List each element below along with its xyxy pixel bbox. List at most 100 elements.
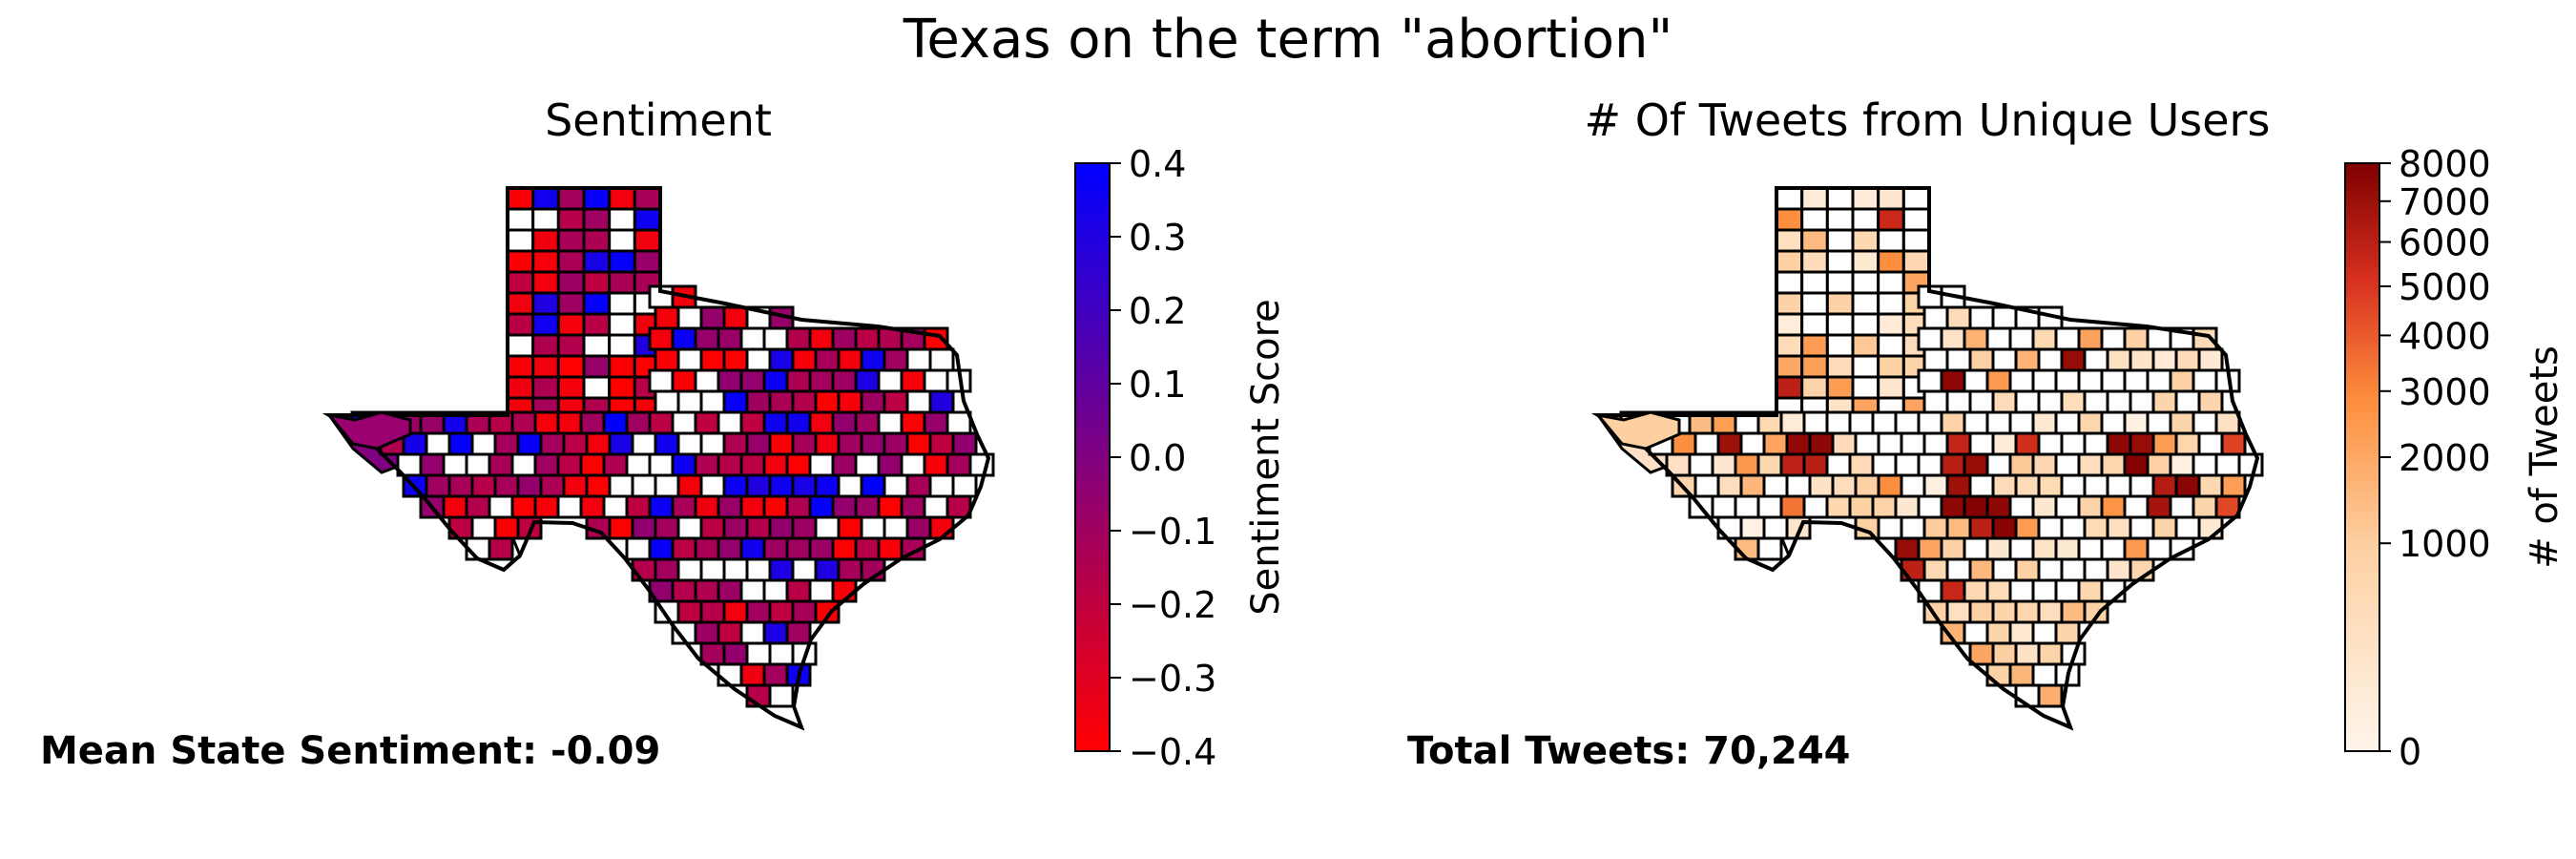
sentiment-county	[814, 431, 841, 456]
tweets-county	[2083, 347, 2109, 372]
sentiment-county	[883, 515, 909, 540]
tweets-county	[1985, 452, 2012, 477]
tweets-county	[1775, 354, 1804, 379]
tweets-county	[1802, 410, 1829, 435]
sentiment-county	[814, 599, 841, 624]
sentiment-county	[808, 536, 835, 561]
tweets-county	[1968, 305, 1995, 330]
tweets-county	[1877, 375, 1905, 400]
tweets-county	[1851, 228, 1880, 253]
tweets-panel-title: # Of Tweets from Unique Users	[1585, 94, 2271, 146]
tweets-county	[1851, 270, 1880, 295]
tweets-county	[1900, 431, 1926, 456]
sentiment-county	[562, 431, 589, 456]
sentiment-county	[419, 452, 446, 477]
sentiment-county	[717, 326, 743, 351]
sentiment-county	[762, 662, 789, 687]
sentiment-county	[531, 270, 560, 295]
sentiment-county	[506, 333, 535, 358]
tweets-county	[2146, 368, 2172, 393]
sentiment-county	[676, 515, 703, 540]
tweets-county	[1940, 326, 1966, 351]
sentiment-county	[877, 494, 904, 519]
tweets-county	[1945, 305, 1972, 330]
tweets-county	[1848, 494, 1875, 519]
sentiment-county	[694, 410, 720, 435]
tweets-county	[1922, 347, 1949, 372]
tweets-county	[2008, 326, 2035, 351]
tweets-county	[1775, 333, 1804, 358]
sentiment-county	[585, 431, 612, 456]
sentiment-county	[762, 620, 789, 645]
sentiment-county	[699, 473, 726, 498]
sentiment-county	[633, 249, 662, 274]
sentiment-county	[745, 515, 772, 540]
tweets-county	[1968, 641, 1995, 666]
tweets-county	[1800, 249, 1829, 274]
tweets-county	[1985, 410, 2012, 435]
tweets-county	[1693, 431, 1720, 456]
tweets-county	[2077, 494, 2104, 519]
sentiment-county	[808, 368, 835, 393]
sentiment-county	[717, 662, 743, 687]
sentiment-county	[671, 452, 697, 477]
sentiment-county	[762, 494, 789, 519]
tweets-county	[1968, 347, 1995, 372]
sentiment-county	[831, 326, 858, 351]
tweets-county	[1800, 312, 1829, 337]
tweets-county	[2031, 494, 2058, 519]
tweets-county	[2014, 641, 2041, 666]
sentiment-county	[883, 389, 909, 414]
mean-sentiment-label: Mean State Sentiment: -0.09	[40, 729, 660, 773]
sentiment-county	[447, 431, 474, 456]
tweets-county	[1825, 375, 1855, 400]
sentiment-county	[648, 494, 675, 519]
sentiment-county	[900, 410, 926, 435]
tweets-county	[1871, 410, 1898, 435]
sentiment-county	[722, 431, 749, 456]
sentiment-county	[739, 494, 766, 519]
sentiment-county	[768, 557, 795, 582]
sentiment-colorbar-tick-label: 0.1	[1129, 364, 1186, 406]
sentiment-county	[506, 312, 535, 337]
tweets-county	[1785, 473, 1812, 498]
tweets-county	[1900, 473, 1926, 498]
tweets-county	[1991, 347, 2018, 372]
tweets-county	[1940, 494, 1966, 519]
sentiment-county	[531, 291, 560, 316]
sentiment-county	[676, 431, 703, 456]
sentiment-county	[654, 347, 680, 372]
sentiment-county	[465, 494, 491, 519]
sentiment-county	[425, 431, 451, 456]
tweets-county	[2060, 599, 2087, 624]
sentiment-county	[579, 494, 606, 519]
tweets-county	[1963, 368, 1989, 393]
tweets-county	[1756, 494, 1783, 519]
sentiment-county	[785, 452, 812, 477]
sentiment-county	[905, 347, 932, 372]
sentiment-county	[493, 431, 520, 456]
sentiment-county	[831, 452, 858, 477]
sentiment-county	[506, 228, 535, 253]
sentiment-county	[722, 641, 749, 666]
sentiment-county	[493, 515, 520, 540]
tweets-county	[1894, 410, 1921, 435]
sentiment-county	[722, 473, 749, 498]
tweets-county	[1945, 431, 1972, 456]
sentiment-county	[951, 473, 978, 498]
tweets-colorbar-gradient	[2344, 162, 2380, 752]
sentiment-county	[854, 452, 881, 477]
sentiment-county	[717, 452, 743, 477]
tweets-county	[1762, 515, 1789, 540]
sentiment-county	[791, 599, 818, 624]
tweets-county	[2060, 347, 2087, 372]
sentiment-county	[837, 473, 863, 498]
sentiment-county	[717, 494, 743, 519]
tweets-colorbar-tick-label: 5000	[2399, 266, 2491, 308]
sentiment-county	[654, 557, 680, 582]
tweets-county	[1985, 578, 2012, 603]
sentiment-county	[506, 291, 535, 316]
tweets-county	[1800, 354, 1829, 379]
tweets-county	[1877, 473, 1903, 498]
tweets-county	[2123, 368, 2150, 393]
